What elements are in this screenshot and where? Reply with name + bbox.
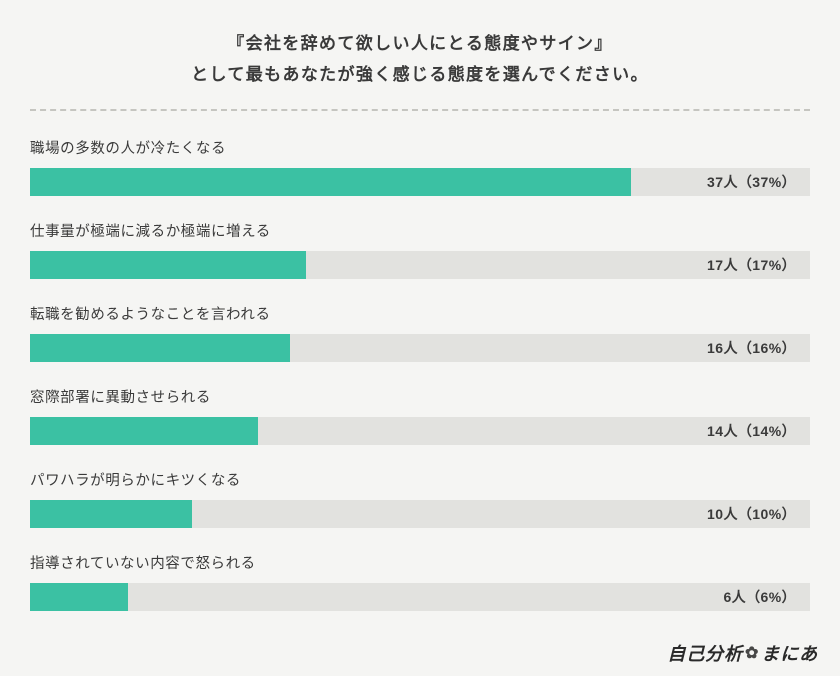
bar-label: パワハラが明らかにキツくなる bbox=[30, 469, 810, 490]
chart-title: 『会社を辞めて欲しい人にとる態度やサイン』 として最もあなたが強く感じる態度を選… bbox=[30, 28, 810, 91]
bar-fill bbox=[30, 168, 631, 196]
bar-track: 37人（37%） bbox=[30, 168, 810, 196]
bar-fill bbox=[30, 251, 306, 279]
watermark: 自己分析 ✿ まにあ bbox=[667, 640, 818, 666]
bar-fill bbox=[30, 583, 128, 611]
bar-track: 10人（10%） bbox=[30, 500, 810, 528]
bar-row: 仕事量が極端に減るか極端に増える 17人（17%） bbox=[30, 220, 810, 279]
bar-fill bbox=[30, 334, 290, 362]
bar-label: 職場の多数の人が冷たくなる bbox=[30, 137, 810, 158]
bar-fill bbox=[30, 417, 258, 445]
bar-row: 職場の多数の人が冷たくなる 37人（37%） bbox=[30, 137, 810, 196]
bar-row: パワハラが明らかにキツくなる 10人（10%） bbox=[30, 469, 810, 528]
bar-row: 転職を勧めるようなことを言われる 16人（16%） bbox=[30, 303, 810, 362]
bar-track: 14人（14%） bbox=[30, 417, 810, 445]
bar-row: 窓際部署に異動させられる 14人（14%） bbox=[30, 386, 810, 445]
bars-area: 職場の多数の人が冷たくなる 37人（37%） 仕事量が極端に減るか極端に増える 17人… bbox=[30, 137, 810, 611]
bar-label: 仕事量が極端に減るか極端に増える bbox=[30, 220, 810, 241]
bar-value: 14人（14%） bbox=[707, 421, 796, 441]
bar-label: 指導されていない内容で怒られる bbox=[30, 552, 810, 573]
watermark-glyph-icon: ✿ bbox=[745, 643, 759, 663]
bar-value: 16人（16%） bbox=[707, 338, 796, 358]
bar-label: 転職を勧めるようなことを言われる bbox=[30, 303, 810, 324]
bar-value: 6人（6%） bbox=[723, 587, 796, 607]
title-line-1: 『会社を辞めて欲しい人にとる態度やサイン』 bbox=[227, 34, 613, 53]
bar-track: 16人（16%） bbox=[30, 334, 810, 362]
bar-value: 37人（37%） bbox=[707, 172, 796, 192]
watermark-after: まにあ bbox=[761, 640, 818, 666]
bar-value: 17人（17%） bbox=[707, 255, 796, 275]
bar-fill bbox=[30, 500, 192, 528]
watermark-before: 自己分析 bbox=[667, 640, 743, 666]
title-line-2: として最もあなたが強く感じる態度を選んでください。 bbox=[191, 65, 649, 84]
bar-track: 6人（6%） bbox=[30, 583, 810, 611]
title-divider bbox=[30, 109, 810, 111]
bar-value: 10人（10%） bbox=[707, 504, 796, 524]
chart-container: 『会社を辞めて欲しい人にとる態度やサイン』 として最もあなたが強く感じる態度を選… bbox=[0, 0, 840, 655]
bar-label: 窓際部署に異動させられる bbox=[30, 386, 810, 407]
bar-row: 指導されていない内容で怒られる 6人（6%） bbox=[30, 552, 810, 611]
bar-background bbox=[30, 583, 810, 611]
bar-track: 17人（17%） bbox=[30, 251, 810, 279]
